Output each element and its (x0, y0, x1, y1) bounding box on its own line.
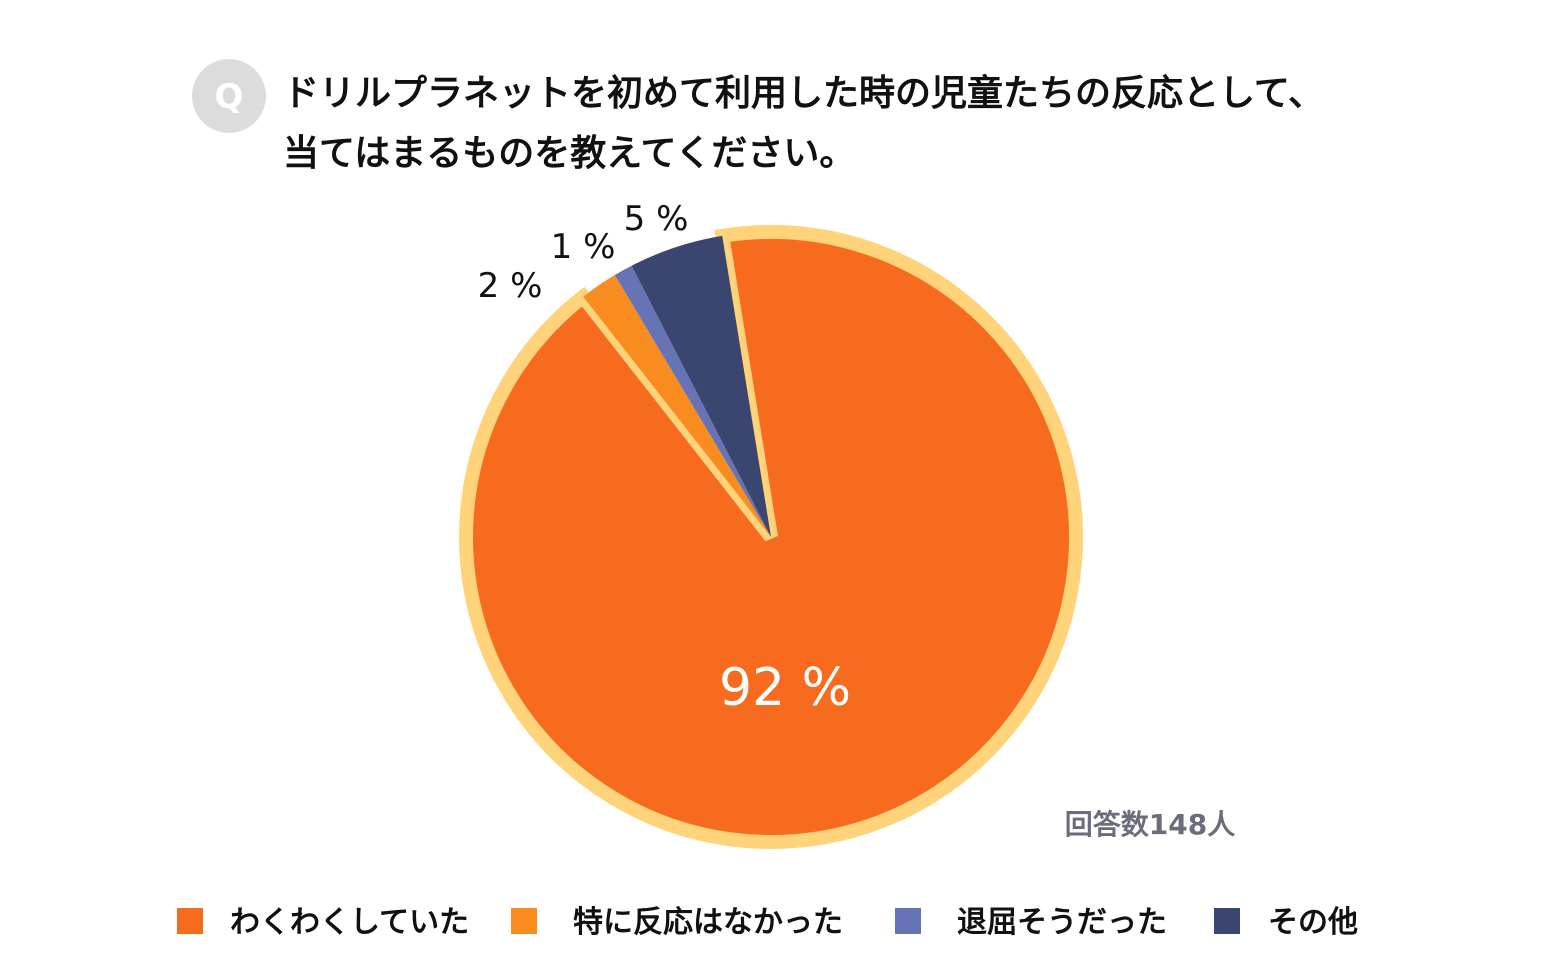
legend-swatch-wakuwaku (177, 908, 203, 934)
legend-label-other: その他 (1268, 905, 1358, 940)
question-title-line1: ドリルプラネットを初めて利用した時の児童たちの反応として、 (283, 72, 1324, 114)
pie-slice-other (631, 235, 771, 537)
legend-swatch-other (1214, 908, 1240, 934)
slice-label-no-reaction: 2 % (478, 266, 543, 306)
respondents-count: 回答数148人 (1065, 808, 1235, 841)
pie-slices (459, 225, 1083, 849)
slice-label-wakuwaku: 92 % (719, 658, 851, 718)
slice-label-bored: 1 % (551, 227, 616, 267)
legend: わくわくしていた 特に反応はなかった 退屈そうだった その他 (177, 905, 1358, 940)
pie-slice-no-reaction (583, 275, 771, 537)
question-title-line2: 当てはまるものを教えてください。 (283, 133, 855, 174)
legend-label-no-reaction: 特に反応はなかった (573, 905, 843, 940)
legend-swatch-bored (895, 908, 921, 934)
slice-label-other: 5 % (624, 199, 689, 239)
pie-slice-wakuwaku (459, 225, 1083, 849)
legend-swatch-no-reaction (511, 908, 537, 934)
pie-slice-bored (614, 265, 771, 537)
question-badge (192, 59, 266, 133)
question-badge-letter: Q (215, 77, 244, 117)
legend-label-wakuwaku: わくわくしていた (230, 905, 469, 940)
legend-label-bored: 退屈そうだった (957, 905, 1167, 940)
